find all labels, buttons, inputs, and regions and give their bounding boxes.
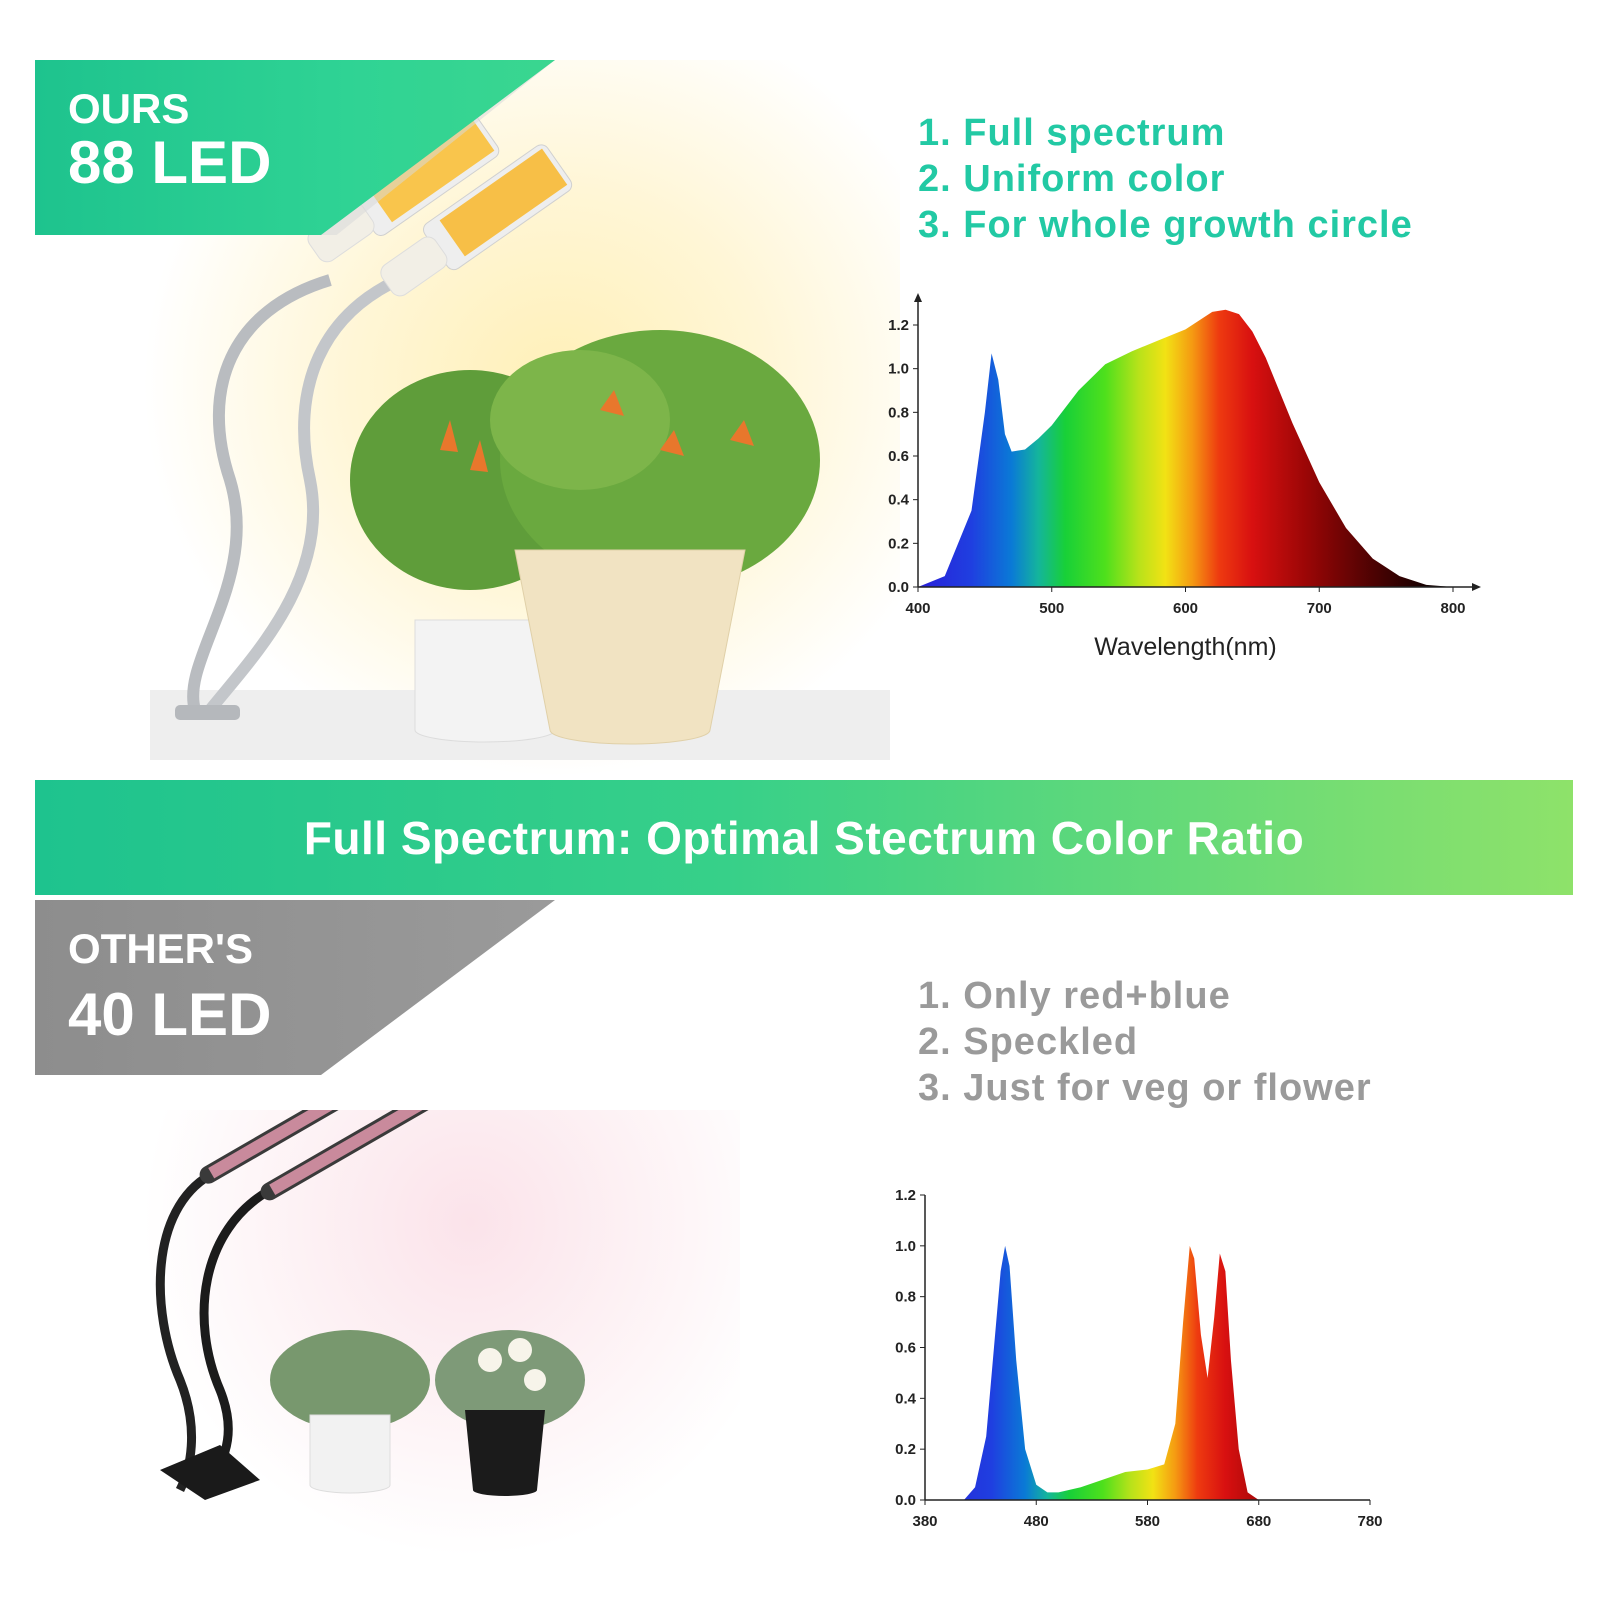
ours-spectrum-chart: 0.0 0.2 0.4 0.6 0.8 1.0 1.2 400 500 600 700 800 Wave… (888, 293, 1481, 661)
x-tick-label: 400 (905, 600, 930, 617)
gooseneck-arm (187, 274, 332, 712)
ours-feature-3: 3. For whole growth circle (918, 204, 1413, 246)
spectrum-area (925, 1245, 1370, 1500)
full-spectrum-banner: Full Spectrum: Optimal Stectrum Color Ra… (35, 780, 1573, 895)
plant-foliage (435, 1330, 585, 1430)
ours-feature-list: 1. Full spectrum 2. Uniform color 3. For… (918, 110, 1413, 248)
y-tick-label: 0.4 (895, 1390, 917, 1407)
white-pot (414, 619, 556, 743)
others-led-count: 40 LED (68, 981, 272, 1048)
others-lamp-illustration (155, 1059, 585, 1500)
y-tick-label: 0.0 (895, 1492, 916, 1509)
x-tick-label: 700 (1307, 600, 1332, 617)
y-tick-label: 0.8 (888, 404, 909, 421)
others-label: OTHER'S (68, 925, 254, 972)
x-tick-label: 480 (1024, 1513, 1049, 1530)
gooseneck-arm (196, 1186, 273, 1494)
y-tick-label: 0.8 (895, 1289, 916, 1306)
x-tick-label: 780 (1357, 1513, 1382, 1530)
ours-lamp-illustration (150, 110, 890, 760)
others-lamp-photo (140, 1059, 740, 1560)
others-spectrum-chart: 0.0 0.2 0.4 0.6 0.8 1.0 1.2 380 480 580 680 780 (895, 1187, 1382, 1530)
y-tick-label: 0.0 (888, 579, 909, 596)
others-feature-1: 1. Only red+blue (918, 975, 1231, 1017)
black-pot (465, 1410, 545, 1496)
x-axis-label: Wavelength(nm) (1094, 633, 1276, 661)
banner-text: Full Spectrum: Optimal Stectrum Color Ra… (303, 811, 1305, 864)
gooseneck-arm (205, 269, 413, 714)
led-bulb (380, 144, 573, 297)
ours-led-count: 88 LED (68, 129, 272, 196)
x-tick-label: 600 (1173, 600, 1198, 617)
clamp (160, 1445, 260, 1500)
x-tick-label: 680 (1246, 1513, 1271, 1530)
y-tick-label: 0.4 (888, 492, 910, 509)
plant-foliage (270, 1330, 430, 1430)
y-tick-label: 1.0 (888, 361, 909, 378)
x-tick-label: 800 (1440, 600, 1465, 617)
ours-feature-2: 2. Uniform color (918, 158, 1226, 200)
y-tick-label: 0.2 (895, 1441, 916, 1458)
y-tick-label: 1.0 (895, 1238, 916, 1255)
y-tick-label: 0.6 (888, 448, 909, 465)
others-feature-3: 3. Just for veg or flower (918, 1067, 1372, 1109)
x-axis-arrow (1472, 583, 1481, 591)
y-tick-label: 1.2 (895, 1187, 916, 1204)
ours-lamp-photo (140, 60, 900, 780)
others-feature-2: 2. Speckled (918, 1021, 1139, 1063)
ours-feature-1: 1. Full spectrum (918, 112, 1226, 154)
peppers (440, 390, 754, 472)
spectrum-area (918, 309, 1453, 587)
y-axis-arrow (914, 293, 922, 302)
x-tick-label: 500 (1039, 600, 1064, 617)
y-tick-label: 0.2 (888, 535, 909, 552)
y-tick-label: 1.2 (888, 317, 909, 334)
ours-label: OURS (68, 85, 190, 132)
others-feature-list: 1. Only red+blue 2. Speckled 3. Just for… (918, 973, 1372, 1111)
y-tick-label: 0.6 (895, 1340, 916, 1357)
x-tick-label: 380 (912, 1513, 937, 1530)
ceramic-pot (514, 549, 746, 745)
white-pot (309, 1414, 391, 1494)
clamp (175, 705, 240, 720)
x-tick-label: 580 (1135, 1513, 1160, 1530)
